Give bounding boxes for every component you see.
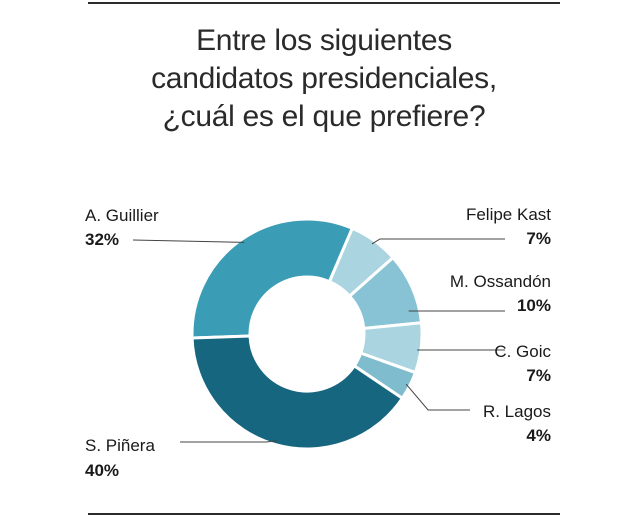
label-name-goic: C. Goic [494, 342, 551, 361]
label-value-pinera: 40% [85, 461, 119, 480]
label-name-lagos: R. Lagos [483, 402, 551, 421]
leader-line-kast [371, 238, 505, 245]
label-name-guillier: A. Guillier [85, 206, 159, 225]
leader-line-lagos [405, 383, 470, 411]
slice-pinera [190, 334, 405, 451]
label-name-pinera: S. Piñera [85, 436, 155, 455]
leader-line-guillier [132, 239, 245, 243]
chart-title: Entre los siguientes candidatos presiden… [88, 22, 560, 136]
label-name-ossandon: M. Ossandón [450, 272, 551, 291]
title-line-2: candidatos presidenciales, [151, 62, 497, 95]
label-value-kast: 7% [526, 229, 551, 248]
title-line-3: ¿cuál es el que prefiere? [162, 100, 486, 133]
label-value-goic: 7% [526, 366, 551, 385]
top-rule [88, 2, 560, 4]
slice-labels: A. Guillier 32% Felipe Kast 7% M. Ossand… [85, 205, 551, 480]
bottom-rule [88, 513, 560, 515]
leader-lines [132, 238, 505, 443]
label-value-ossandon: 10% [517, 296, 551, 315]
title-line-1: Entre los siguientes [196, 24, 452, 57]
label-name-kast: Felipe Kast [466, 205, 551, 224]
label-value-lagos: 4% [526, 426, 551, 445]
leader-line-pinera [180, 440, 277, 443]
label-value-guillier: 32% [85, 230, 119, 249]
donut-slices [190, 217, 424, 451]
slice-guillier [190, 217, 355, 340]
